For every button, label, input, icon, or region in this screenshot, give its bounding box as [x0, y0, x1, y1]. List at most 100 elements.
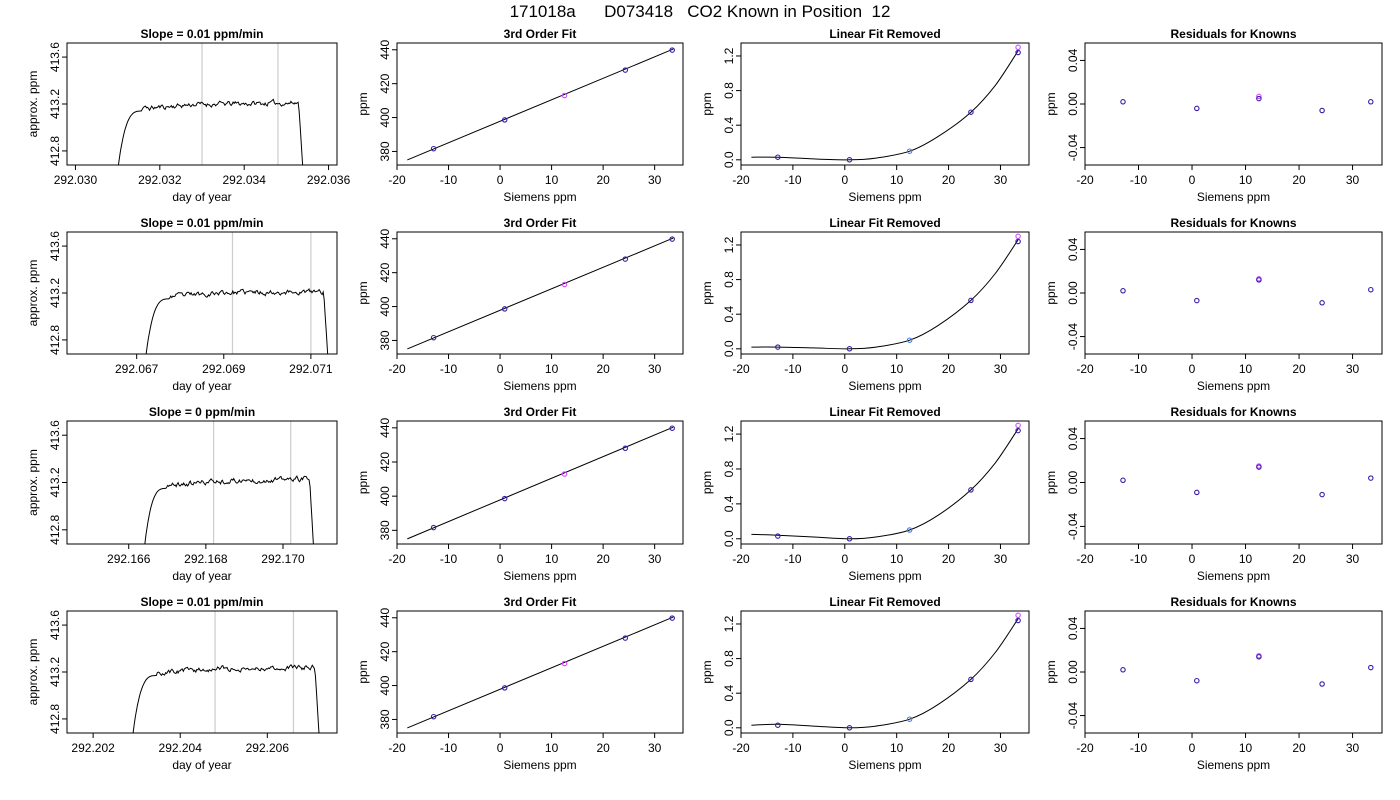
x-tick-label: 10: [1239, 741, 1253, 755]
data-point: [1319, 300, 1325, 306]
x-tick-label: 0: [841, 741, 848, 755]
y-tick-label: 413.2: [48, 89, 62, 119]
x-axis-label: day of year: [172, 190, 231, 204]
x-tick-label: 30: [648, 741, 662, 755]
x-tick-label: 30: [1346, 741, 1360, 755]
data-point: [430, 713, 437, 720]
y-tick-label: 0.8: [722, 82, 736, 99]
x-tick-label: 20: [942, 741, 956, 755]
x-tick-label: -10: [440, 362, 458, 376]
y-tick-label: 0.00: [1066, 92, 1080, 116]
x-tick-label: 0: [841, 552, 848, 566]
fit-line: [407, 426, 674, 540]
x-tick-label: 292.071: [289, 362, 333, 376]
y-axis-label: approx. ppm: [26, 71, 40, 138]
x-axis-label: Siemens ppm: [848, 190, 921, 204]
x-axis-label: Siemens ppm: [848, 758, 921, 772]
y-tick-label: 380: [378, 330, 392, 350]
data-point: [1256, 464, 1262, 470]
panel-r3-c1: 292.166 292.168 292.170 412.8 413.2 413.6 Slop…: [26, 405, 338, 583]
fit-curve: [751, 618, 1019, 729]
plot-area: [751, 233, 1021, 352]
y-tick-label: 413.2: [48, 467, 62, 497]
x-tick-label: -20: [1076, 362, 1094, 376]
x-tick-label: -10: [1130, 552, 1148, 566]
x-tick-label: 10: [890, 173, 904, 187]
data-point: [669, 615, 675, 621]
y-tick-label: 413.6: [48, 420, 62, 450]
x-tick-label: 20: [942, 173, 956, 187]
y-axis-label: ppm: [356, 471, 370, 494]
data-point: [1015, 49, 1021, 56]
data-point: [1256, 277, 1262, 283]
data-point: [561, 471, 568, 477]
data-point: [1120, 477, 1126, 484]
x-tick-label: 292.036: [307, 173, 351, 187]
x-tick-label: -10: [440, 741, 458, 755]
panel-r2-c1: 292.067 292.069 292.071 412.8 413.2 413.6 Slop…: [26, 216, 338, 393]
plot-area: [407, 47, 675, 161]
y-axis-label: ppm: [1044, 660, 1058, 683]
y-axis-label: ppm: [1044, 281, 1058, 304]
data-point: [1194, 297, 1200, 304]
panel-r4-c3: -20 -10 0 10 20 30 0.0 0.4 0.8 1.2 Linear Fit Remo…: [700, 595, 1030, 772]
x-tick-label: -10: [1130, 741, 1148, 755]
data-point: [846, 157, 853, 163]
data-point: [1194, 489, 1200, 496]
data-point: [1368, 99, 1374, 105]
plot-area: [1120, 652, 1374, 687]
y-tick-label: 1.2: [722, 236, 736, 253]
y-axis-label: ppm: [356, 660, 370, 683]
data-point: [501, 117, 508, 123]
x-tick-label: 10: [1239, 173, 1253, 187]
panel-r4-c1: 292.202 292.204 292.206 412.8 413.2 413.6 Slop…: [26, 595, 338, 772]
panel-r4-c2: -20 -10 0 10 20 30 380 400 420 440 3rd Order Fit Si…: [356, 595, 684, 772]
x-tick-label: 292.168: [184, 552, 228, 566]
y-tick-label: 1.2: [722, 47, 736, 64]
data-point: [430, 334, 437, 341]
y-tick-label: 0.0: [722, 151, 736, 168]
x-tick-label: 20: [596, 362, 610, 376]
y-tick-label: 400: [378, 486, 392, 506]
panel-title: 3rd Order Fit: [504, 27, 577, 41]
fit-line: [407, 237, 674, 350]
x-tick-label: -20: [1076, 552, 1094, 566]
plot-area: [751, 44, 1021, 163]
x-tick-label: -20: [388, 362, 406, 376]
data-point: [1015, 617, 1021, 624]
y-tick-label: 413.2: [48, 657, 62, 687]
data-point: [1120, 99, 1126, 105]
panel-r3-c2: -20 -10 0 10 20 30 380 400 420 440 3rd Order Fit Si…: [356, 405, 684, 583]
y-tick-label: 400: [378, 296, 392, 316]
y-tick-label: 0.0: [722, 719, 736, 736]
x-tick-label: -10: [784, 173, 802, 187]
x-tick-label: -20: [1076, 741, 1094, 755]
data-point: [1194, 677, 1200, 684]
data-point: [968, 109, 974, 115]
x-tick-label: 292.202: [71, 741, 115, 755]
x-tick-label: 0: [1189, 362, 1196, 376]
x-tick-label: 0: [497, 173, 504, 187]
panel-title: Linear Fit Removed: [829, 216, 940, 230]
x-tick-label: 30: [1346, 173, 1360, 187]
data-point: [1319, 681, 1325, 687]
data-point: [561, 660, 568, 667]
data-point: [430, 524, 437, 531]
data-point: [906, 148, 913, 154]
x-tick-label: 20: [596, 741, 610, 755]
x-tick-label: 292.166: [107, 552, 151, 566]
x-tick-label: -20: [732, 552, 750, 566]
x-tick-label: -10: [1130, 173, 1148, 187]
x-tick-label: 30: [648, 552, 662, 566]
data-point: [501, 685, 508, 691]
y-tick-label: 413.6: [48, 231, 62, 261]
y-axis-label: ppm: [700, 660, 714, 683]
data-point: [561, 281, 568, 288]
y-tick-label: 413.6: [48, 610, 62, 640]
y-tick-label: 420: [378, 262, 392, 282]
y-tick-label: 1.2: [722, 615, 736, 632]
x-tick-label: 10: [545, 741, 559, 755]
panel-r1-c2: -20 -10 0 10 20 30 380 400 420 440 3rd Order Fit Si…: [356, 27, 684, 204]
y-tick-label: 380: [378, 520, 392, 540]
